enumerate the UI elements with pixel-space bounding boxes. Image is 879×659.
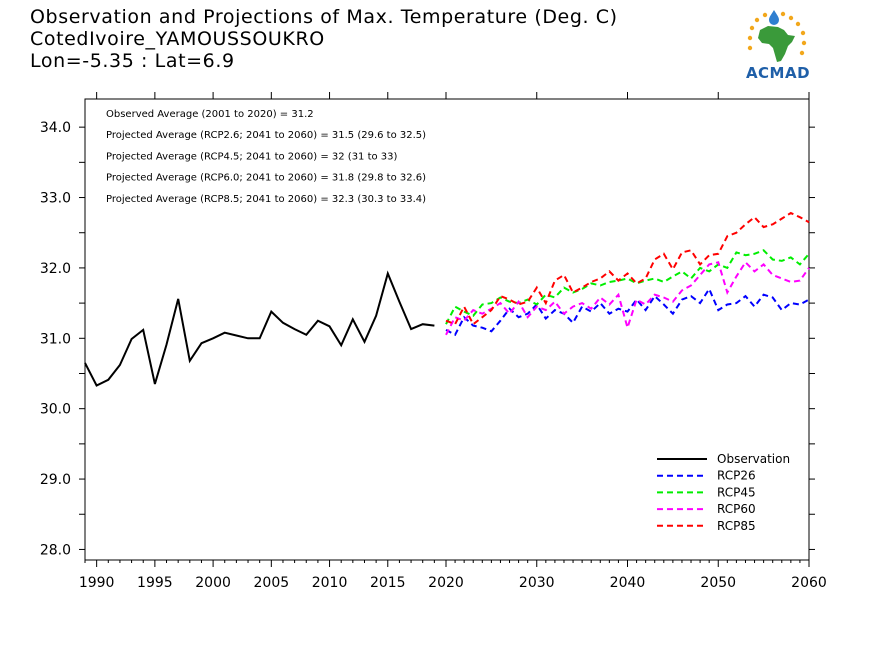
legend: Observation RCP26 RCP45 RCP60 RCP85 [657, 452, 790, 533]
x-tick-label: 1990 [79, 575, 115, 591]
annotations: Observed Average (2001 to 2020) = 31.2 Pr… [106, 109, 426, 205]
legend-label-observation: Observation [717, 452, 790, 466]
y-tick-label: 32.0 [40, 261, 71, 277]
plot-frame [84, 98, 810, 561]
x-tick-label: 2040 [610, 575, 646, 591]
x-tick-label: 2020 [428, 575, 464, 591]
x-tick-label: 2005 [254, 575, 290, 591]
series-line-rcp85 [445, 211, 810, 326]
water-drop-icon [769, 10, 779, 25]
x-tick-label: 1995 [137, 575, 173, 591]
annotation-text: Projected Average (RCP4.5; 2041 to 2060)… [106, 151, 398, 162]
legend-label-rcp85: RCP85 [717, 519, 756, 533]
x-tick-label: 2000 [195, 575, 231, 591]
annotation-text: Observed Average (2001 to 2020) = 31.2 [106, 109, 314, 120]
annotation-text: Projected Average (RCP2.6; 2041 to 2060)… [106, 130, 426, 141]
y-tick-label: 34.0 [40, 120, 71, 136]
chart-title: Observation and Projections of Max. Temp… [30, 6, 618, 28]
legend-label-rcp60: RCP60 [717, 502, 756, 516]
series-group [84, 211, 810, 387]
africa-shape [758, 26, 795, 62]
y-tick-label: 33.0 [40, 191, 71, 207]
title-block: Observation and Projections of Max. Temp… [30, 6, 618, 72]
station-coordinates: Lon=-5.35 : Lat=6.9 [30, 50, 235, 72]
x-tick-label: 2010 [312, 575, 348, 591]
series-line-rcp45 [445, 249, 810, 325]
annotation-text: Projected Average (RCP6.0; 2041 to 2060)… [106, 173, 426, 184]
x-tick-label: 2050 [700, 575, 736, 591]
series-line-rcp26 [445, 286, 810, 337]
logo-text: ACMAD [745, 64, 811, 82]
series-line-observation [84, 270, 435, 387]
annotation-text: Projected Average (RCP8.5; 2041 to 2060)… [106, 194, 426, 205]
x-tick-label: 2015 [370, 575, 406, 591]
x-tick-label: 2030 [519, 575, 555, 591]
series-line-rcp60 [445, 260, 810, 336]
station-name: CotedIvoire_YAMOUSSOUKRO [30, 28, 325, 50]
legend-label-rcp26: RCP26 [717, 469, 756, 483]
axis-ticks: 28.0 29.0 30.0 31.0 32.0 33.0 34.0 1990 1995 2000… [40, 92, 827, 591]
y-tick-label: 29.0 [40, 472, 71, 488]
acmad-logo: ACMAD [738, 8, 818, 84]
africa-map-icon [747, 10, 807, 62]
y-tick-label: 30.0 [40, 402, 71, 418]
y-tick-label: 31.0 [40, 331, 71, 347]
y-tick-label: 28.0 [40, 542, 71, 558]
x-tick-label: 2060 [791, 575, 827, 591]
sun-rays-icon [747, 11, 807, 56]
legend-label-rcp45: RCP45 [717, 485, 756, 499]
